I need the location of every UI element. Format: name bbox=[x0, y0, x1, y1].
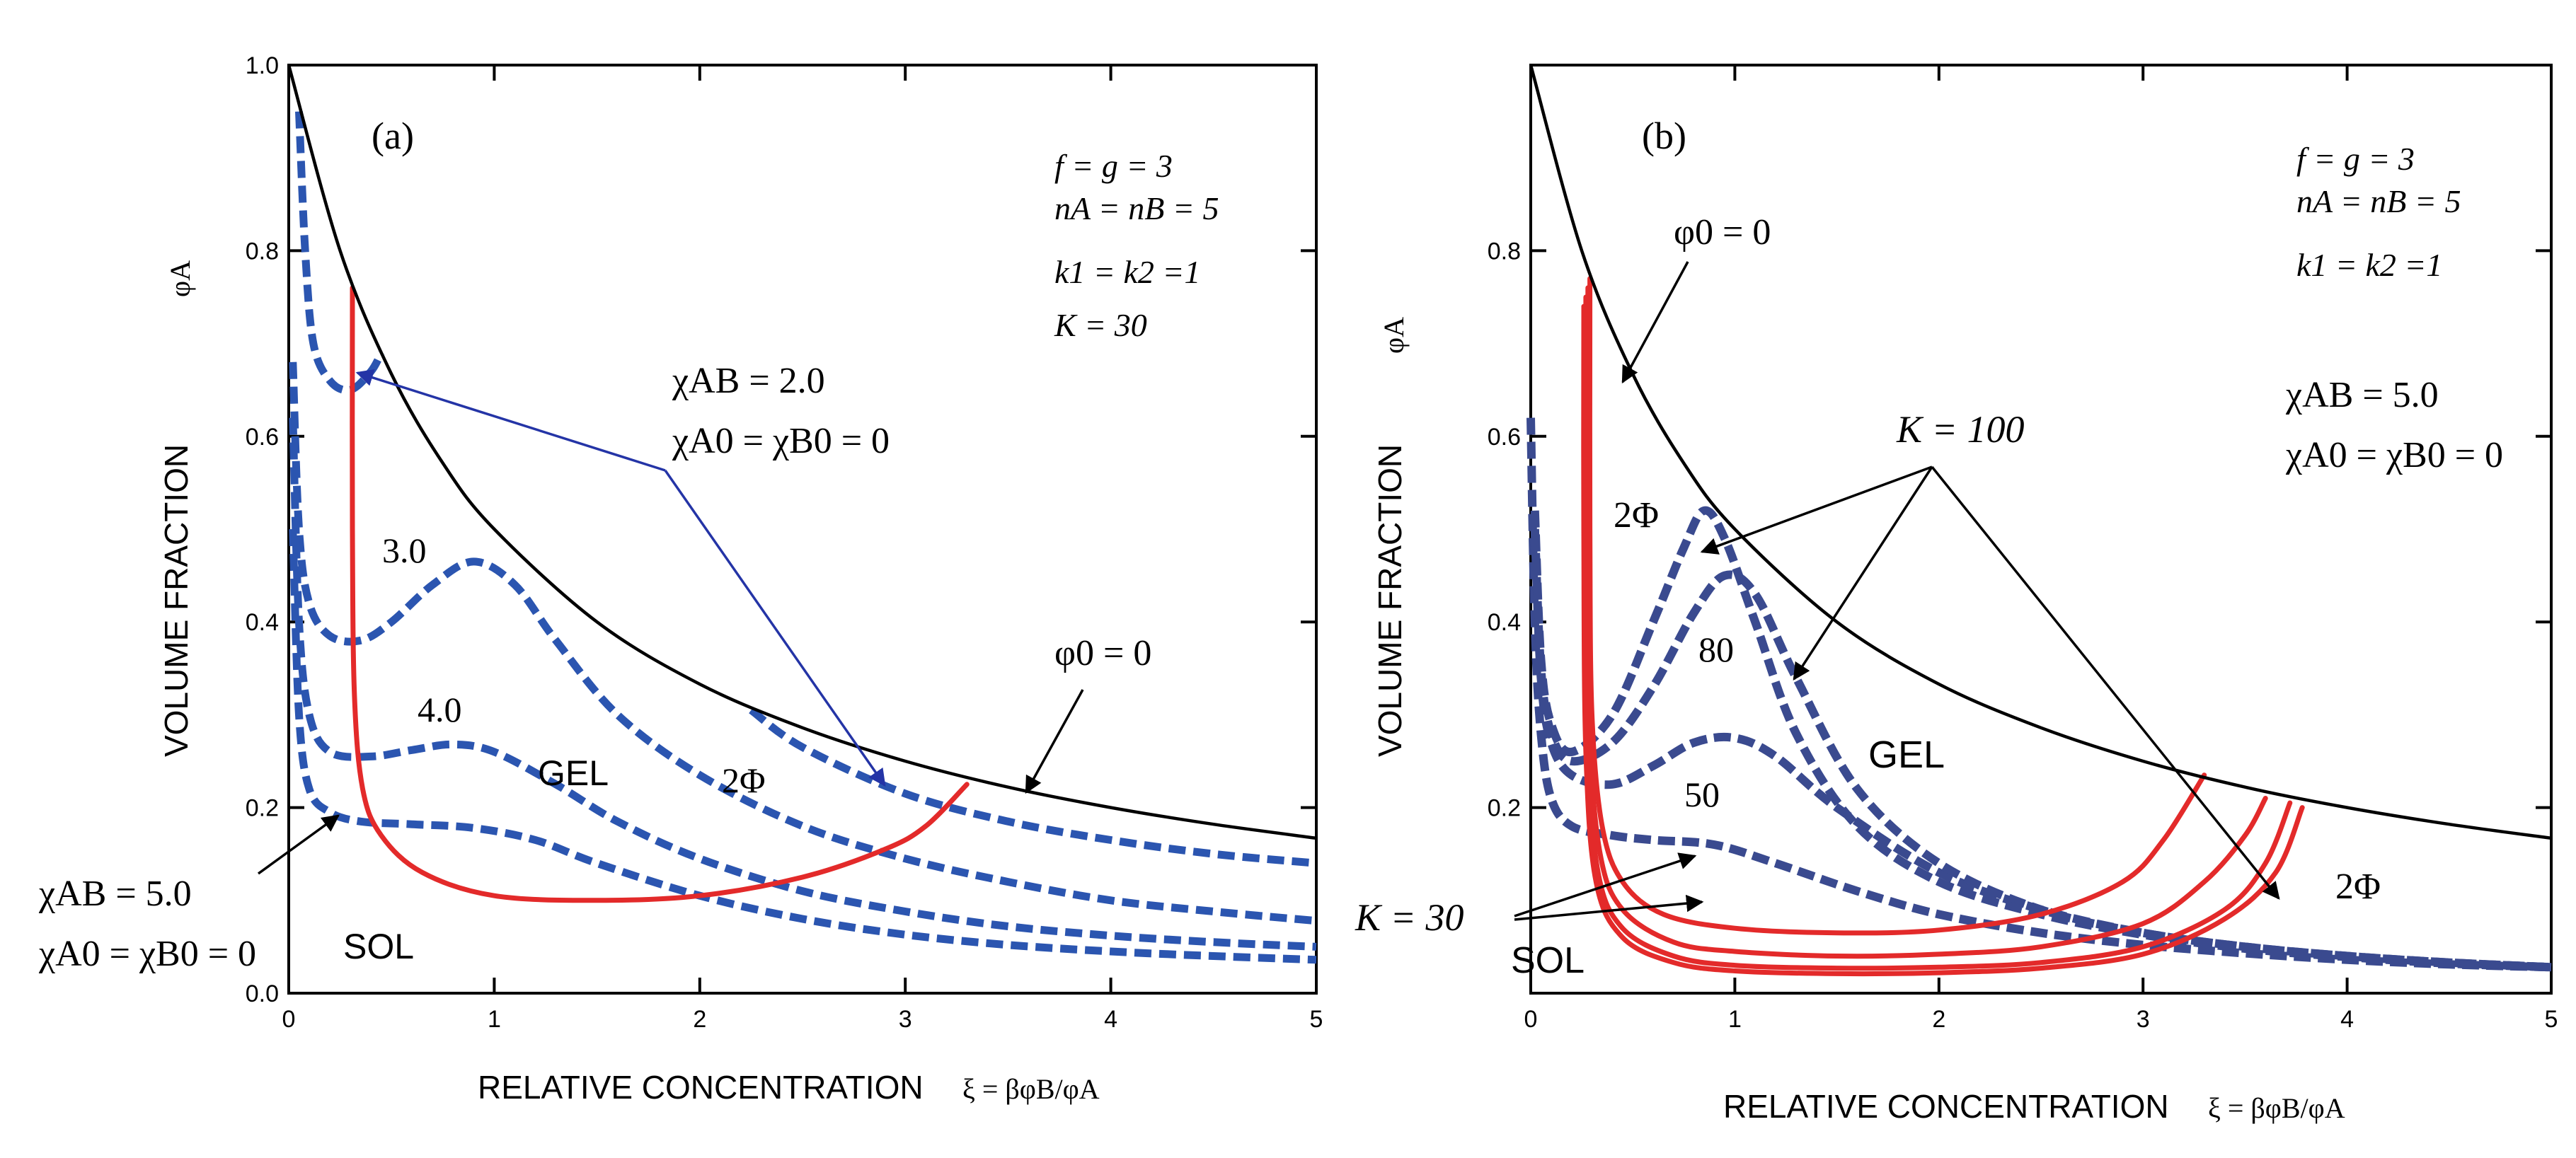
panel-a-y-tick-label: 0.6 bbox=[246, 424, 279, 451]
panel-a-series-ab-5-0 bbox=[289, 528, 1317, 964]
panel-b-sol-label: SOL bbox=[1511, 940, 1585, 981]
panel-b-two-phase-left: 2Φ bbox=[1614, 495, 1659, 535]
panel-a-y-tick-label: 0.4 bbox=[246, 609, 279, 636]
panel-a-series-0-0-gel-boundary bbox=[287, 64, 1317, 840]
panel-a-y-tick-label: 0.8 bbox=[246, 238, 279, 265]
panel-b-series-spinodal-k-80 bbox=[1583, 294, 2293, 971]
panel-b-label-80: 80 bbox=[1698, 630, 1734, 669]
panel-a-y-tick-label: 0.2 bbox=[246, 795, 279, 822]
panel-b-y-tick-label: 0.4 bbox=[1488, 609, 1521, 636]
panel-a-y-axis-symbol: φA bbox=[164, 260, 196, 297]
panel-a-two-phase-label: 2Φ bbox=[722, 760, 766, 800]
panel-b-series-binodal-k-100 bbox=[1530, 506, 2552, 972]
panel-a-y-axis-label: VOLUME FRACTION bbox=[158, 444, 195, 757]
panel-b-y-axis-symbol: φA bbox=[1378, 317, 1410, 354]
panel-a-x-tick-label: 0 bbox=[282, 1006, 296, 1033]
panel-b-arrow-k30-lower bbox=[1514, 894, 1704, 921]
panel-b-phi0-label: φ0 = 0 bbox=[1674, 212, 1771, 253]
panel-a-series-spinodal bbox=[350, 285, 970, 903]
panel-b-x-tick-label: 4 bbox=[2340, 1006, 2354, 1033]
panel-a-series-ab-3-0 bbox=[289, 361, 1317, 925]
panel-b-arrow-k100-right bbox=[1931, 465, 2280, 900]
panel-b-param-n: nA = nB = 5 bbox=[2296, 183, 2461, 219]
panel-a-chart: 0 1 2 3 4 5 0.0 0.2 0.4 0.6 0.8 1.0 RELATIVE CONCEN… bbox=[38, 52, 1323, 1106]
panel-a-param-bigk: K = 30 bbox=[1054, 307, 1147, 343]
panel-b-arrow-k100-left bbox=[1700, 465, 1933, 555]
panel-b-arrow-k100-mid bbox=[1793, 466, 1933, 681]
panel-a-label-4: 4.0 bbox=[418, 690, 462, 729]
panel-a-x-tick-label: 3 bbox=[899, 1006, 912, 1033]
panel-a-x-axis-symbol: ξ = βφB/φA bbox=[962, 1073, 1100, 1105]
panel-a-chi-ab-2: χAB = 2.0 bbox=[672, 361, 825, 401]
panel-b-series bbox=[1526, 64, 2552, 977]
panel-b-y-axis-label: VOLUME FRACTION bbox=[1372, 444, 1408, 757]
panel-b-x-tick-label: 3 bbox=[2137, 1006, 2150, 1033]
panel-b-k100-label: K = 100 bbox=[1896, 408, 2024, 451]
panel-b-chart: 0 1 2 3 4 5 0.2 0.4 0.6 0.8 RELATIVE CONCENTRATIO… bbox=[1355, 64, 2558, 1125]
panel-b-x-axis-label: RELATIVE CONCENTRATION bbox=[1723, 1088, 2169, 1125]
panel-b-param-k: k1 = k2 =1 bbox=[2296, 247, 2442, 283]
panel-a-arrow-chi2-left bbox=[355, 369, 666, 472]
panel-a-arrow-phi0 bbox=[1025, 689, 1084, 794]
panel-b-series-spinodal-k-100 bbox=[1581, 303, 2305, 977]
panel-b-series-binodal-k-80 bbox=[1530, 528, 2552, 972]
panel-a-x-tick-label: 4 bbox=[1104, 1006, 1117, 1033]
panel-b-arrow-k30-upper bbox=[1514, 852, 1697, 917]
panel-a-param-n: nA = nB = 5 bbox=[1054, 190, 1219, 226]
panel-b-series-binodal-k-30 bbox=[1526, 417, 2552, 972]
panel-a-arrow-chi2-right bbox=[664, 469, 886, 787]
panel-a-series-ab-4-0 bbox=[289, 417, 1317, 951]
panel-b-k30-label: K = 30 bbox=[1355, 896, 1464, 939]
panel-a-plot-frame bbox=[287, 64, 1318, 995]
panel-b-y-tick-label: 0.2 bbox=[1488, 795, 1521, 822]
panel-b-label-50: 50 bbox=[1684, 775, 1720, 814]
panel-a-x-tick-label: 2 bbox=[693, 1006, 706, 1033]
panel-b-x-tick-label: 2 bbox=[1932, 1006, 1945, 1033]
panel-a-series bbox=[287, 64, 1317, 964]
panel-b-series-0-0-gel-boundary bbox=[1529, 64, 2552, 840]
panel-b-two-phase-right: 2Φ bbox=[2335, 867, 2381, 907]
panel-b-param-fg: f = g = 3 bbox=[2296, 141, 2415, 177]
panel-a-series-ab-2-0-outer-branch bbox=[749, 707, 1317, 867]
panel-a-arrow-chi5 bbox=[257, 814, 340, 875]
panel-b-y-tick-label: 0.8 bbox=[1488, 238, 1521, 265]
panel-b-series-binodal-k-50 bbox=[1530, 528, 2552, 972]
panel-a-y-tick-label: 0.0 bbox=[246, 980, 279, 1007]
panel-b-gel-label: GEL bbox=[1868, 734, 1945, 776]
panel-a-gel-label: GEL bbox=[538, 753, 609, 793]
panel-a-label-3: 3.0 bbox=[382, 531, 427, 570]
panel-b-x-tick-label: 1 bbox=[1728, 1006, 1742, 1033]
panel-a-y-tick-label: 1.0 bbox=[246, 52, 279, 79]
panel-a-phi0-label: φ0 = 0 bbox=[1054, 633, 1151, 673]
panel-a-x-tick-label: 5 bbox=[1310, 1006, 1323, 1033]
panel-b-chi-ab: χAB = 5.0 bbox=[2285, 375, 2439, 415]
panel-b-x-tick-label: 0 bbox=[1524, 1006, 1538, 1033]
panel-a-sol-label: SOL bbox=[343, 927, 414, 966]
panel-b-label: (b) bbox=[1642, 115, 1686, 157]
panel-a-x-tick-label: 1 bbox=[488, 1006, 501, 1033]
panel-b-y-tick-label: 0.6 bbox=[1488, 424, 1521, 451]
panel-a-chi-a0-5: χA0 = χB0 = 0 bbox=[38, 934, 256, 974]
panel-b-ticks: 0 1 2 3 4 5 0.2 0.4 0.6 0.8 bbox=[1488, 65, 2558, 1033]
panel-b-arrow-phi0 bbox=[1621, 261, 1689, 384]
panel-b-x-tick-label: 5 bbox=[2545, 1006, 2558, 1033]
panel-a-param-k: k1 = k2 =1 bbox=[1054, 254, 1200, 290]
panel-a-param-fg: f = g = 3 bbox=[1054, 148, 1173, 184]
panel-b-x-axis-symbol: ξ = βφB/φA bbox=[2208, 1092, 2345, 1124]
panel-a-label: (a) bbox=[372, 115, 414, 157]
panel-b-chi-a0: χA0 = χB0 = 0 bbox=[2285, 435, 2503, 475]
panel-a-chi-ab-5: χAB = 5.0 bbox=[38, 874, 192, 914]
panel-a-chi-a0-2: χA0 = χB0 = 0 bbox=[672, 421, 890, 461]
panel-a-x-axis-label: RELATIVE CONCENTRATION bbox=[478, 1069, 924, 1106]
